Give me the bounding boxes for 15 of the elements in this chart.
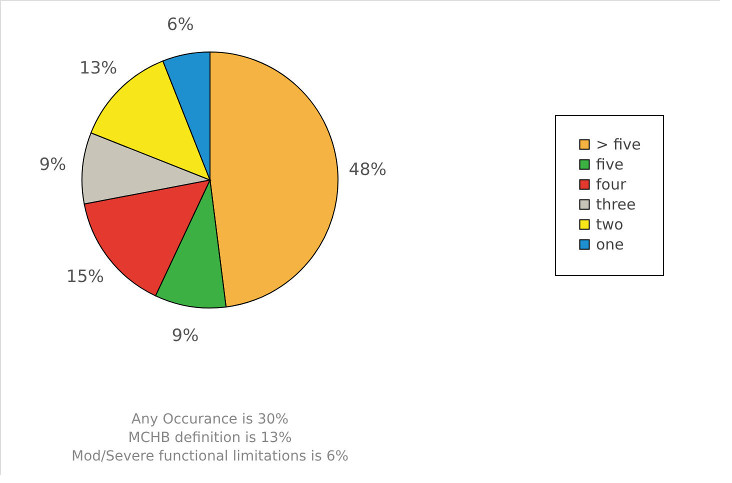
data-label: 13% xyxy=(79,58,118,78)
data-label: 15% xyxy=(66,266,104,287)
legend-label: > five xyxy=(596,136,641,154)
text: MCHB definition is 13% xyxy=(128,430,292,446)
data-label: 9% xyxy=(39,155,66,176)
legend-label: one xyxy=(596,236,624,254)
text: Mod/Severe functional limitations is 6% xyxy=(71,448,349,465)
legend-label: five xyxy=(596,156,624,174)
legend-label: four xyxy=(596,176,627,194)
data-label: 6% xyxy=(166,14,194,35)
text: Any Occurance is 30% xyxy=(131,411,289,428)
data-label: 9% xyxy=(172,326,199,346)
data-label: 48% xyxy=(348,160,387,180)
legend-label: three xyxy=(596,196,636,214)
legend-label: two xyxy=(596,216,624,234)
